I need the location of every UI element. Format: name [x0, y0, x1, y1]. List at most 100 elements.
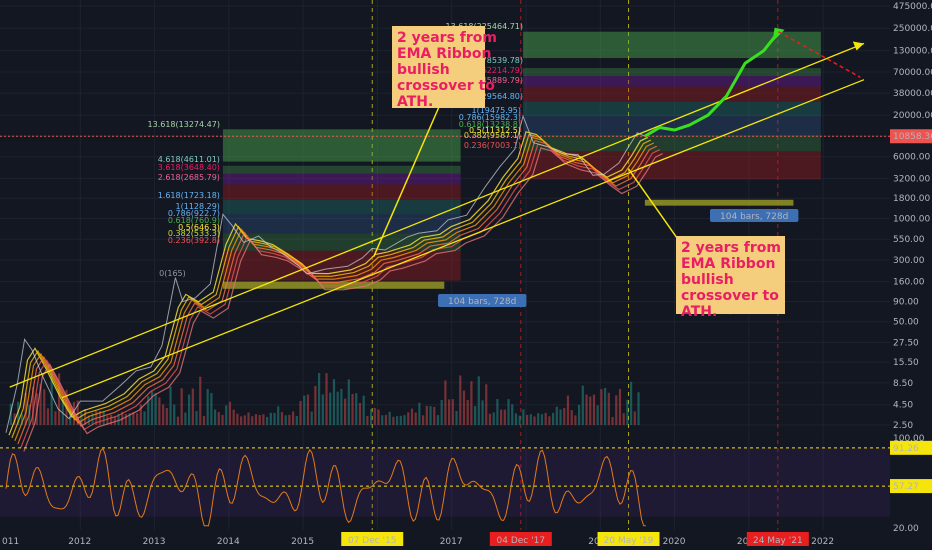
volume-bar [470, 381, 473, 425]
volume-bar [54, 411, 57, 425]
date-badge-bg [489, 532, 552, 546]
volume-bar [102, 411, 105, 425]
volume-bar [429, 406, 432, 425]
volume-bar [537, 413, 540, 425]
callout-text: ATH. [681, 304, 717, 320]
volume-bar [511, 404, 514, 425]
fib-label: 4.618(4611.01) [158, 155, 220, 164]
fib-label: 0.5(11312.5) [469, 126, 521, 135]
time-tick-label: 011 [2, 537, 19, 547]
volume-bar [347, 379, 350, 425]
price-tick-label: 10858.36 [893, 132, 932, 142]
range-bar-2019 [644, 199, 794, 206]
volume-bar [76, 400, 79, 425]
volume-bar [273, 412, 276, 425]
price-tick-label: 475000.00 [893, 2, 932, 12]
volume-bar [637, 392, 640, 425]
volume-bar [113, 416, 116, 425]
fib-label: 1.618(29564.80) [456, 92, 523, 101]
rsi-tick-label: 100.00 [893, 434, 925, 444]
volume-bar [32, 386, 35, 425]
time-tick-label: 2020 [663, 537, 686, 547]
volume-bar [462, 390, 466, 425]
volume-bar [336, 391, 339, 425]
volume-bar [106, 416, 109, 425]
volume-bar [139, 404, 142, 425]
volume-bar [459, 375, 462, 425]
volume-bar [414, 412, 417, 425]
volume-bar [589, 396, 592, 425]
price-tick-label: 38000.00 [893, 89, 932, 99]
volume-bar [399, 415, 402, 425]
volume-bar [80, 412, 83, 425]
fib-label: 0.618(13238.8) [459, 120, 521, 129]
fib-label: 0.382(9587.1) [464, 131, 521, 140]
fib-label: 1(19475.95) [472, 106, 522, 115]
fib-zone-2017-top [523, 31, 821, 59]
volume-bar [362, 395, 365, 425]
volume-bar [195, 411, 198, 425]
rsi-tick-label: 20.00 [893, 524, 919, 534]
callout-text: bullish [681, 272, 734, 288]
volume-bar [552, 412, 555, 425]
fib-zone-2013 [222, 165, 461, 174]
range-bar-2015 [222, 281, 445, 289]
volume-bar [176, 416, 180, 425]
price-tick-label: 1800.00 [893, 194, 930, 204]
volume-bar [481, 400, 484, 425]
volume-bar [110, 414, 113, 425]
time-tick-label: 2014 [217, 537, 240, 547]
callout-2019-box[interactable] [676, 236, 785, 314]
volume-bar [158, 397, 161, 425]
volume-bar [500, 409, 503, 425]
volume-bar [381, 415, 384, 425]
volume-bar [165, 408, 168, 425]
volume-bar [604, 387, 607, 425]
fib-label: 3.618(62214.79) [456, 66, 523, 75]
volume-bar [154, 393, 157, 425]
volume-bar [466, 399, 469, 425]
volume-bar [98, 410, 102, 425]
callout-pointer [373, 107, 440, 257]
volume-bar [295, 416, 298, 425]
time-axis-bg [0, 530, 932, 550]
volume-bar [247, 412, 250, 425]
volume-bar [39, 384, 42, 425]
time-tick-label: 2022 [811, 537, 834, 547]
volume-bar [147, 396, 150, 425]
volume-bar [388, 411, 391, 425]
volume-bar [448, 399, 451, 425]
callout-2015-box[interactable] [392, 26, 485, 108]
current-price-badge [890, 129, 932, 144]
trend-line[interactable] [61, 79, 865, 399]
volume-bar [451, 399, 454, 425]
fib-zone-2017 [523, 76, 821, 87]
projection-down-arrow[interactable] [778, 31, 861, 78]
time-tick-label: 2015 [291, 537, 314, 547]
price-tick-label: 90.00 [893, 297, 919, 307]
volume-bar [622, 413, 625, 425]
volume-bar [615, 395, 618, 425]
volume-bar [269, 412, 272, 425]
rsi-tick-label: 57.27 [893, 482, 919, 492]
volume-bar [492, 412, 495, 425]
volume-bar [522, 409, 525, 425]
volume-bar [20, 414, 24, 425]
volume-bar [366, 415, 369, 425]
volume-bar [585, 394, 588, 425]
time-tick-label: 2013 [143, 537, 166, 547]
fib-label: 0.786(15982.3) [459, 113, 521, 122]
fib-label: 0.5(646.3) [178, 223, 220, 232]
projection[interactable] [644, 27, 861, 138]
projection-path[interactable] [644, 30, 780, 138]
callout-text: 2 years from [681, 240, 781, 256]
price-tick-label: 15.50 [893, 358, 919, 368]
volume-bar [596, 405, 599, 425]
volume-bar [162, 404, 165, 425]
fib-labels: 13.618(13274.47) 4.618(4611.01)3.618(3648… [148, 22, 523, 278]
volume-bar [600, 389, 603, 425]
volume-bar [488, 413, 492, 425]
